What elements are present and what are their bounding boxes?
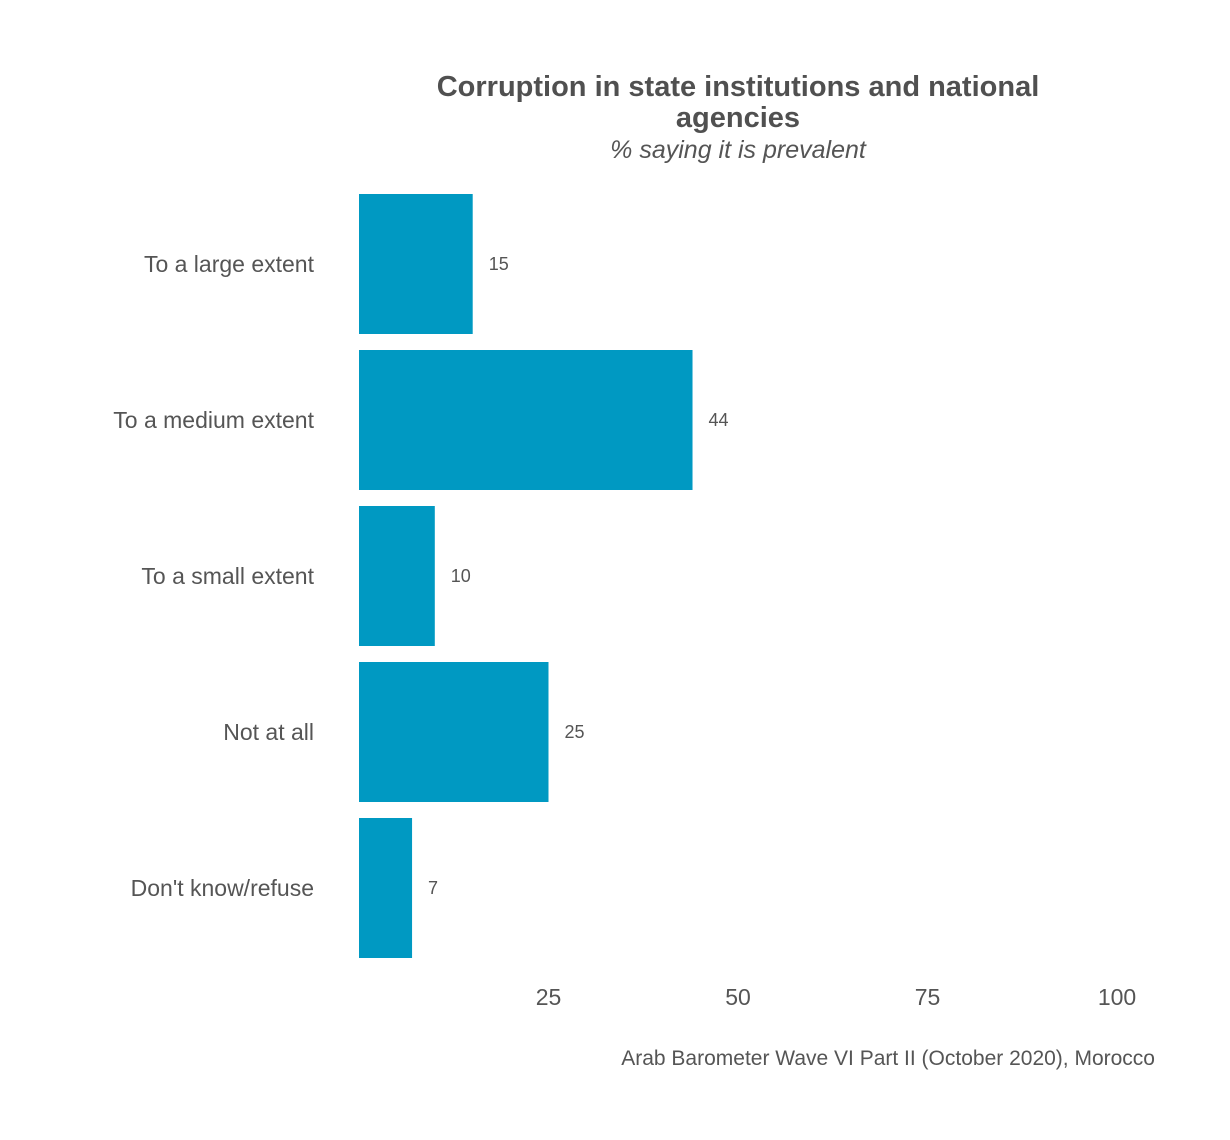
value-label-0: 15 <box>489 254 509 274</box>
chart-title-group: Corruption in state institutions and nat… <box>437 71 1040 164</box>
bar-0 <box>359 194 473 334</box>
value-labels-group: 15 44 10 25 7 <box>428 254 728 898</box>
x-axis: 25 50 75 100 <box>536 984 1136 1010</box>
category-label-4: Don't know/refuse <box>131 875 314 901</box>
x-tick-label-3: 100 <box>1098 984 1136 1010</box>
x-tick-label-2: 75 <box>915 984 941 1010</box>
value-label-3: 25 <box>565 722 585 742</box>
bars-group <box>359 194 693 958</box>
value-label-2: 10 <box>451 566 471 586</box>
value-label-1: 44 <box>709 410 729 430</box>
x-tick-label-1: 50 <box>725 984 751 1010</box>
category-label-2: To a small extent <box>141 563 314 589</box>
category-label-3: Not at all <box>223 719 314 745</box>
chart-subtitle: % saying it is prevalent <box>610 136 867 164</box>
category-labels-group: To a large extent To a medium extent To a … <box>113 251 314 901</box>
category-label-1: To a medium extent <box>113 407 314 433</box>
chart-title-line-2: agencies <box>676 102 800 134</box>
bar-1 <box>359 350 693 490</box>
bar-3 <box>359 662 549 802</box>
category-label-0: To a large extent <box>144 251 315 277</box>
bar-4 <box>359 818 413 958</box>
chart-title-line-1: Corruption in state institutions and nat… <box>437 71 1040 103</box>
bar-2 <box>359 506 435 646</box>
chart-caption: Arab Barometer Wave VI Part II (October … <box>621 1047 1155 1070</box>
value-label-4: 7 <box>428 878 438 898</box>
x-tick-label-0: 25 <box>536 984 562 1010</box>
